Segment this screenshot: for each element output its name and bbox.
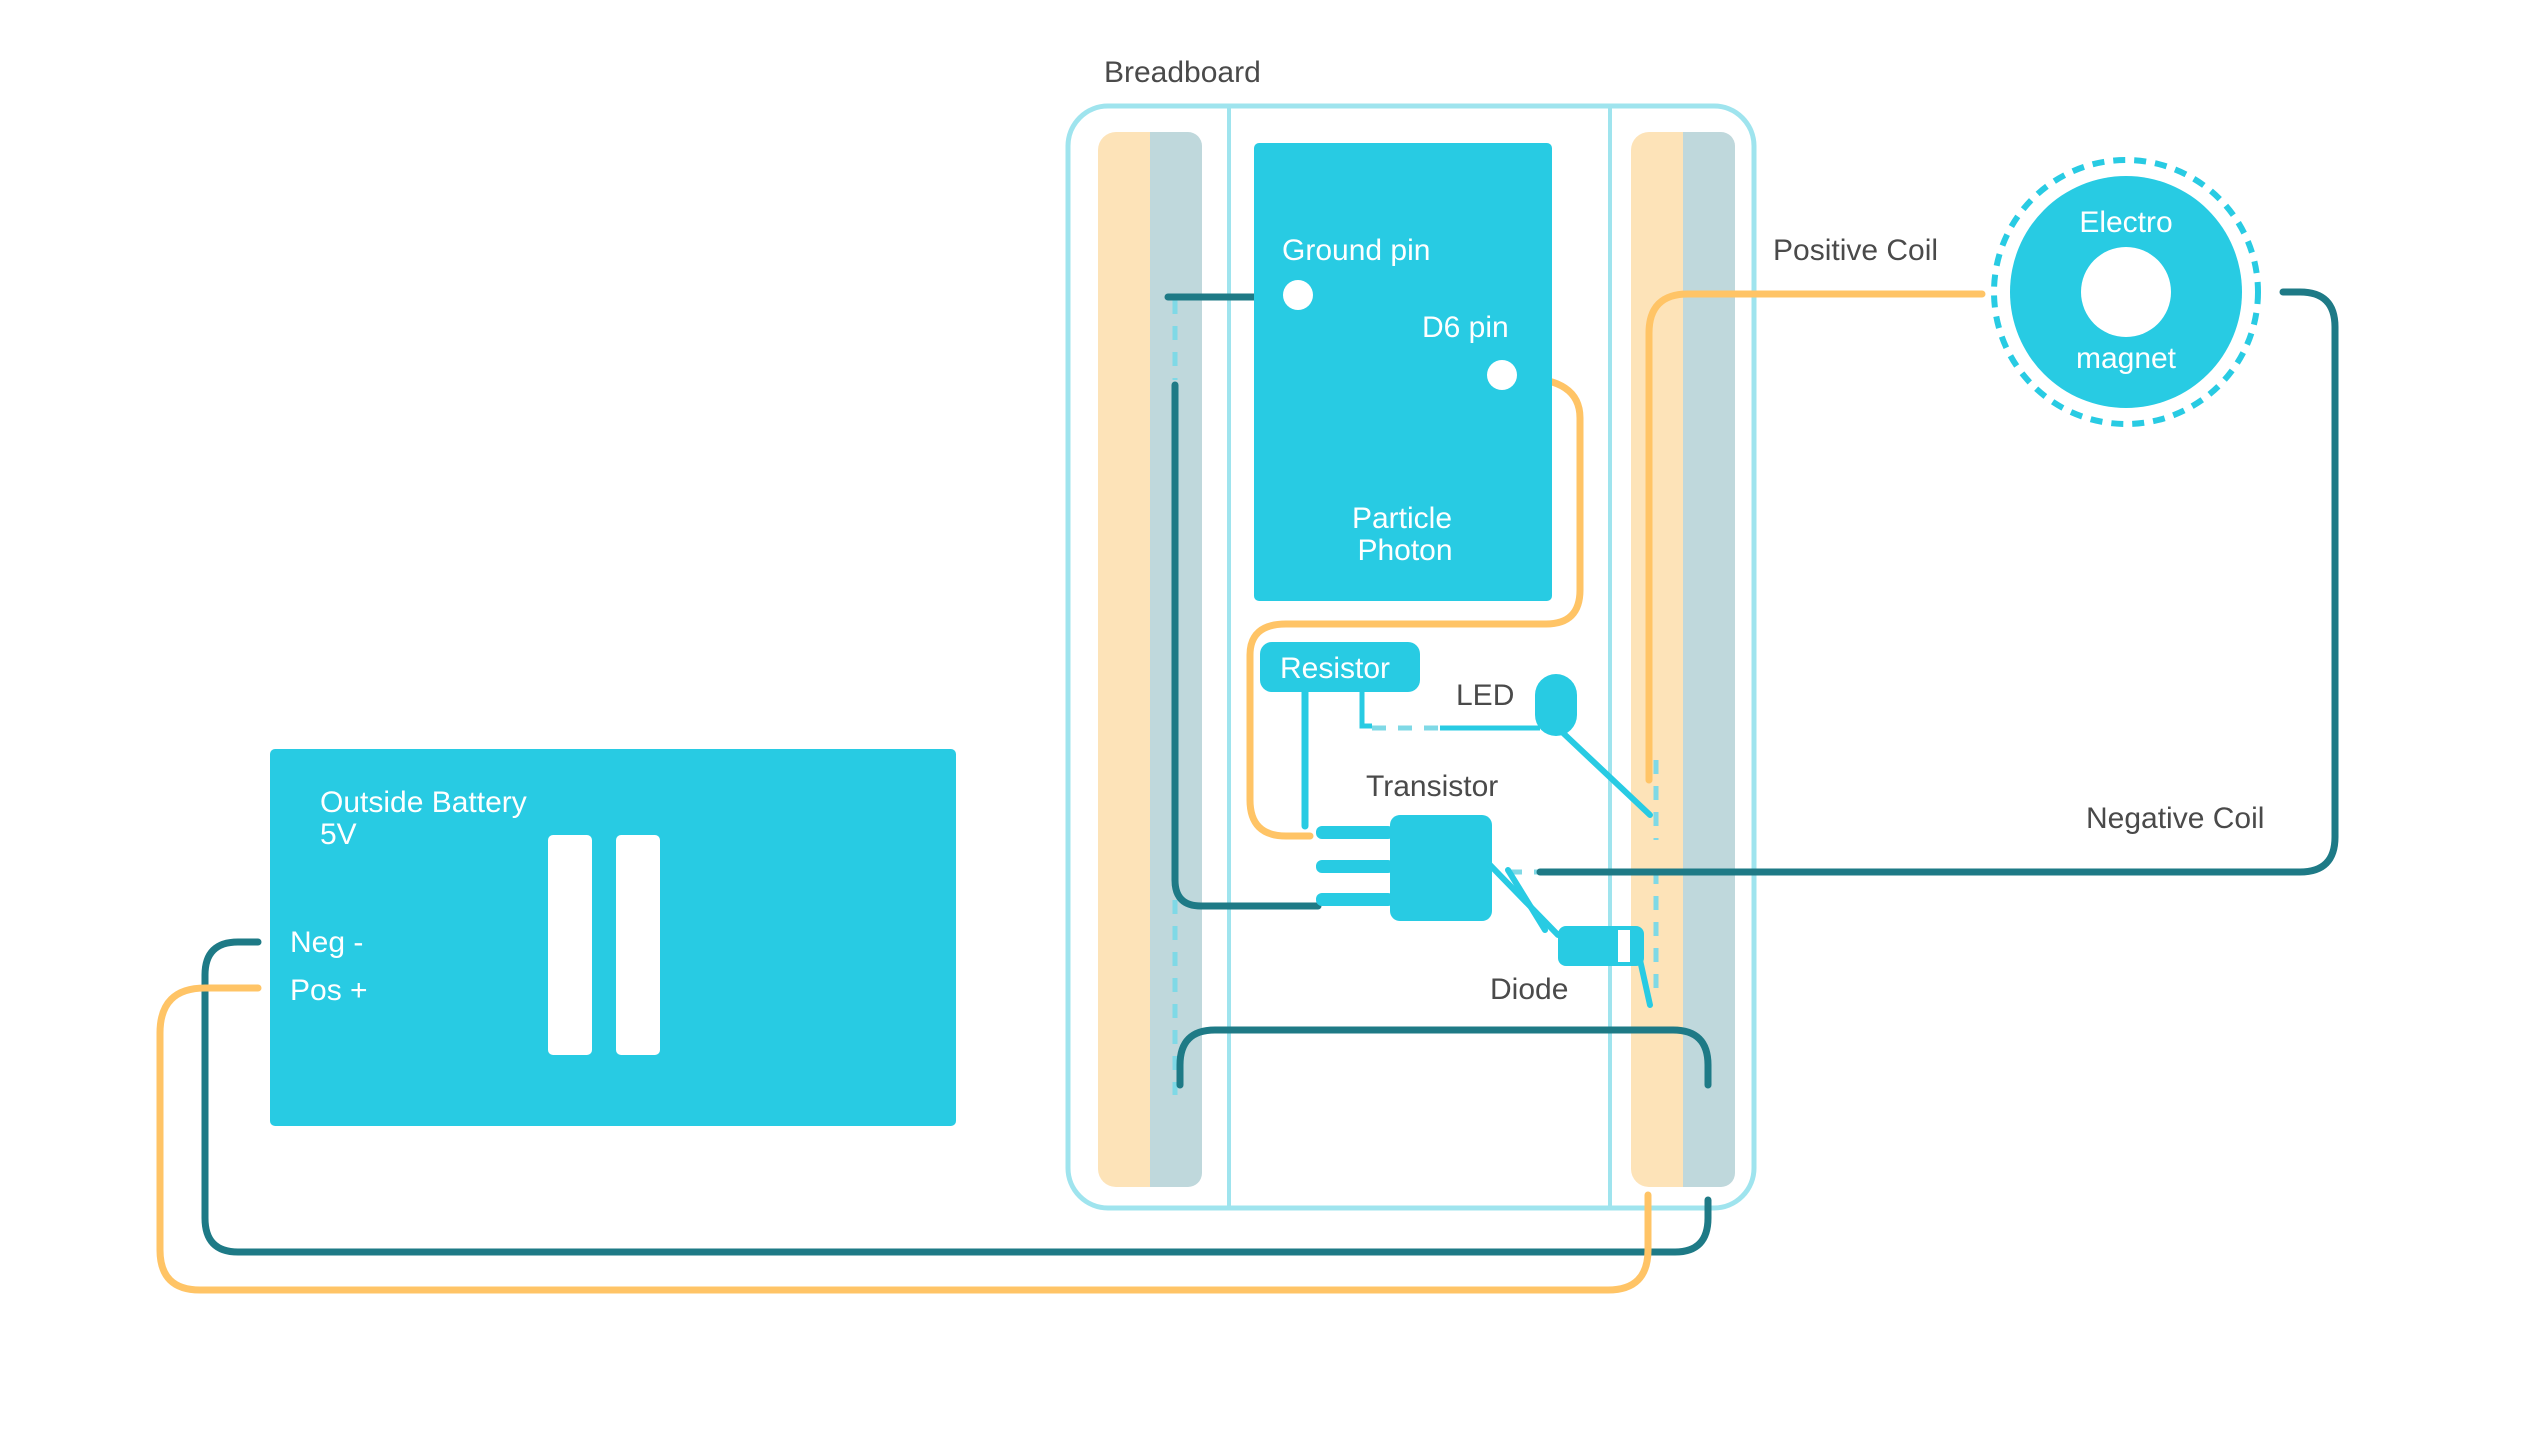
diode-body: [1558, 926, 1644, 966]
transistor-lead-3: [1316, 893, 1394, 906]
particle-photon: Ground pin D6 pin Particle Photon: [1254, 143, 1552, 601]
diode-band: [1618, 930, 1630, 962]
wire-d6-to-transistor: [1246, 374, 1584, 840]
d6-pin: [1487, 360, 1517, 390]
resistor-label: Resistor: [1280, 652, 1390, 685]
ground-pin-label: Ground pin: [1282, 234, 1430, 267]
battery-body: [270, 749, 956, 1126]
battery-pos-label: Pos +: [290, 974, 368, 1007]
transistor: Transistor: [1316, 770, 1548, 933]
led-label: LED: [1456, 679, 1514, 712]
battery-neg-label: Neg -: [290, 926, 363, 959]
wire-negative-coil: [1536, 288, 2339, 876]
d6-pin-label: D6 pin: [1422, 311, 1509, 344]
led-body: [1535, 674, 1577, 736]
diode: Diode: [1487, 862, 1653, 1008]
negative-wires: [201, 288, 2339, 1256]
battery-cell-2: [616, 835, 660, 1055]
wire-bottom-jumper: [1176, 1026, 1712, 1089]
wire-battery-negative: [201, 938, 1712, 1256]
electromagnet-core: [2081, 247, 2171, 337]
wire-positive-coil: [1645, 290, 1986, 784]
photon-label-line1: Particle: [1352, 502, 1452, 535]
ground-pin: [1283, 280, 1313, 310]
transistor-body: [1390, 815, 1492, 921]
negative-coil-label: Negative Coil: [2086, 802, 2264, 835]
transistor-lead-1: [1316, 826, 1394, 839]
dashed-connections: [1172, 300, 1659, 1095]
electromagnet-label-line2: magnet: [2076, 342, 2177, 375]
breadboard-label: Breadboard: [1104, 56, 1261, 89]
electromagnet: Electro magnet: [1991, 157, 2261, 427]
photon-board: [1254, 143, 1552, 601]
resistor-body: [1260, 642, 1420, 692]
transistor-label: Transistor: [1366, 770, 1498, 803]
battery-cell-1: [548, 835, 592, 1055]
electromagnet-dashed-ring: [1991, 157, 2261, 427]
diode-label: Diode: [1490, 973, 1568, 1006]
positive-wires: [156, 290, 1986, 1294]
transistor-lead-2: [1316, 860, 1394, 873]
resistor: Resistor: [1260, 642, 1420, 830]
photon-label-line2: Photon: [1357, 534, 1452, 567]
electromagnet-label-line1: Electro: [2079, 206, 2172, 239]
battery-label-line1: Outside Battery: [320, 786, 527, 819]
breadboard-outline: [1065, 103, 1757, 1211]
led: LED: [1440, 674, 1653, 818]
battery-label-line2: 5V: [320, 818, 357, 851]
positive-coil-label: Positive Coil: [1773, 234, 1938, 267]
outside-battery: Outside Battery 5V Neg - Pos +: [270, 749, 956, 1126]
wire-battery-positive: [156, 984, 1652, 1294]
wire-rail-to-transistor: [1171, 381, 1322, 910]
